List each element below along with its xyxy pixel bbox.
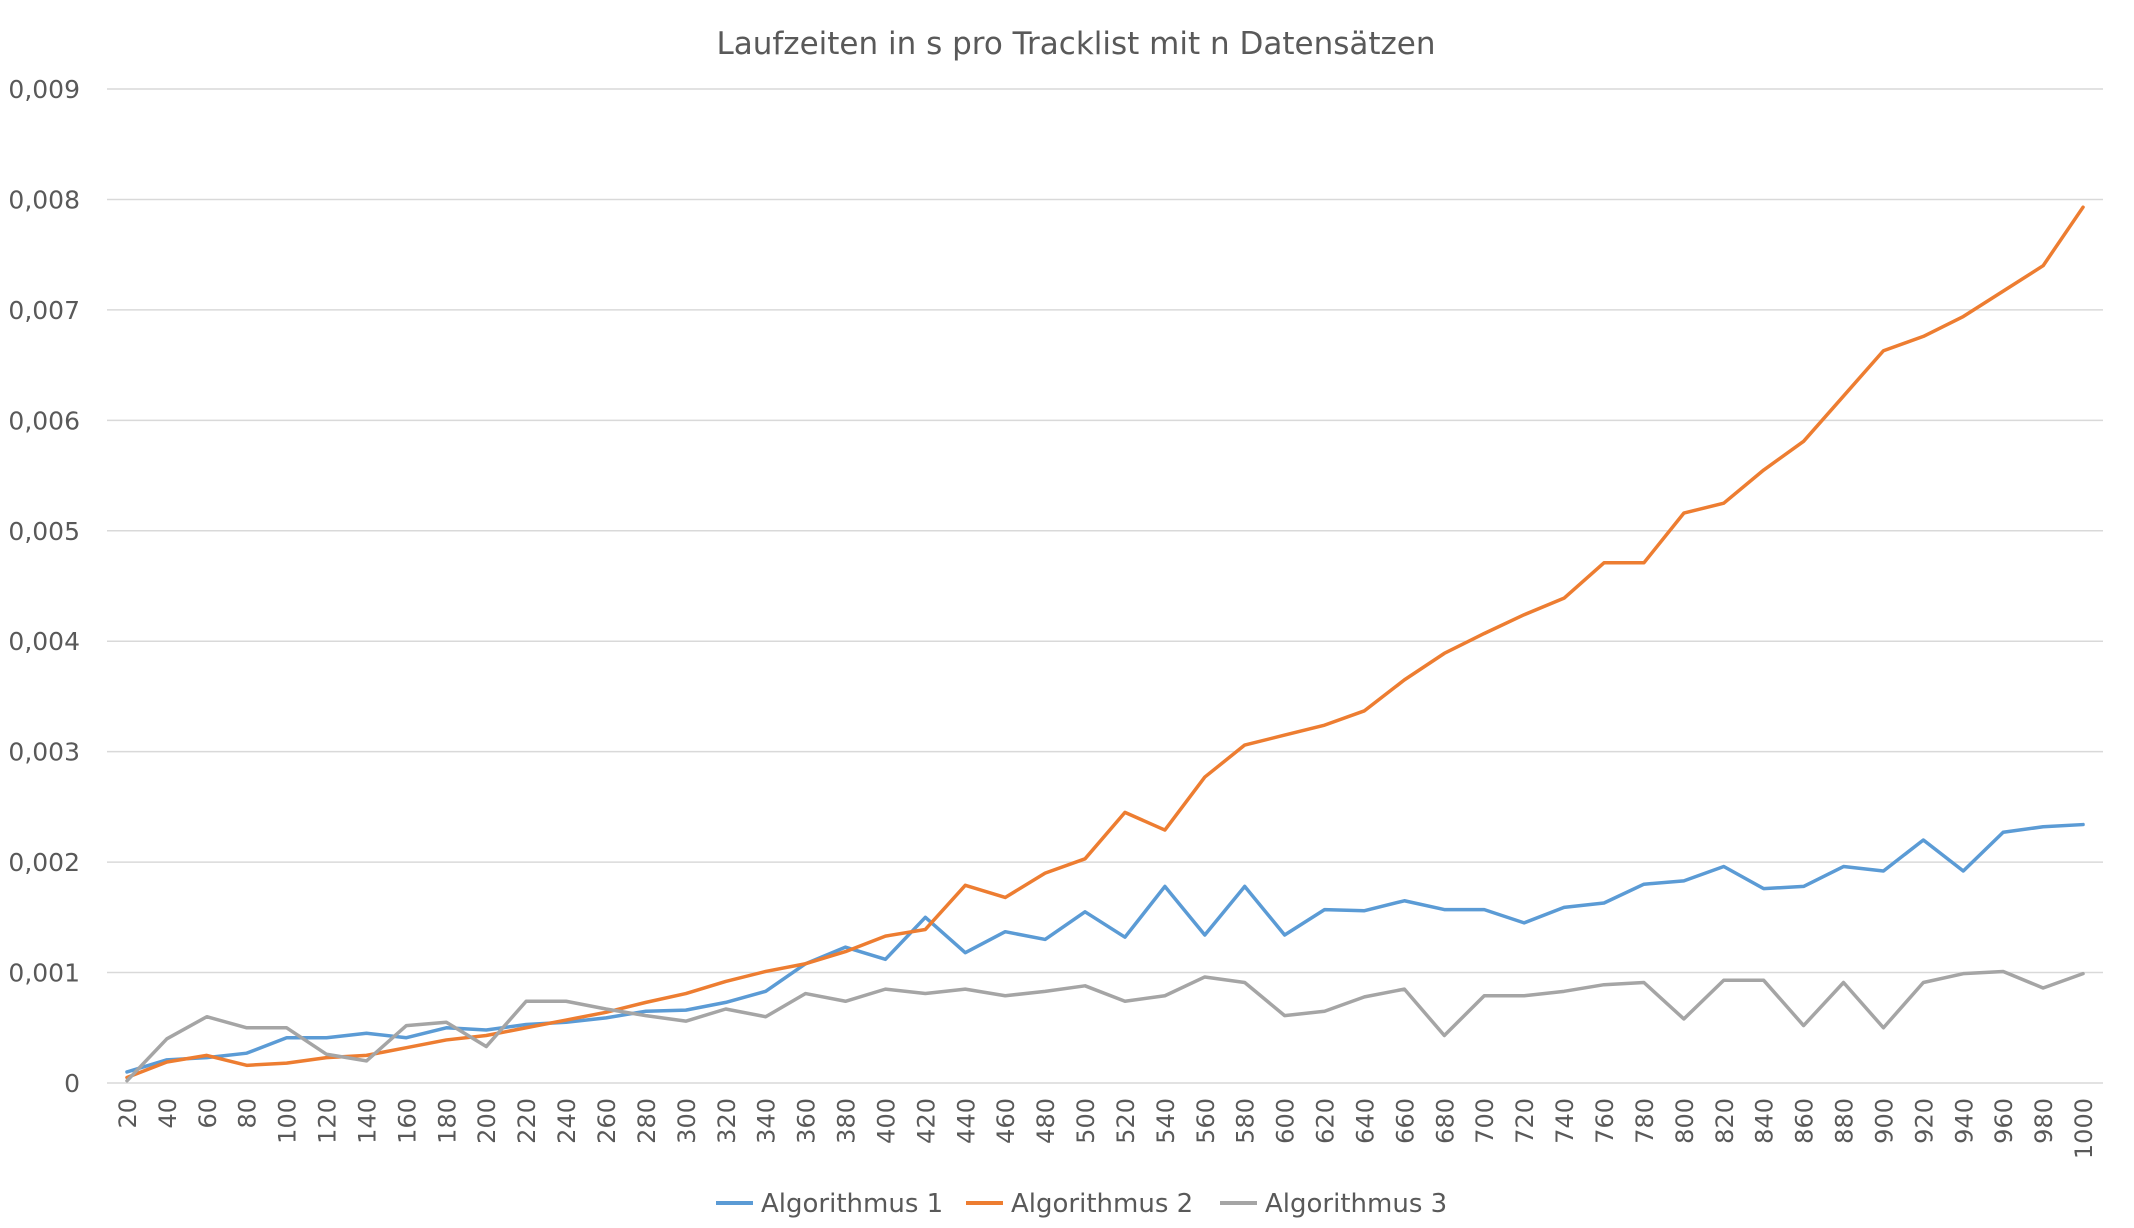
x-tick-label: 860 — [1791, 1098, 1819, 1144]
x-tick-label: 240 — [553, 1098, 581, 1144]
x-tick-label: 100 — [274, 1098, 302, 1144]
x-tick-label: 340 — [753, 1098, 781, 1144]
x-tick-label: 120 — [314, 1098, 342, 1144]
x-tick-label: 920 — [1910, 1098, 1938, 1144]
x-tick-label: 200 — [473, 1098, 501, 1144]
legend: Algorithmus 1 Algorithmus 2 Algorithmus 3 — [716, 1189, 1447, 1219]
x-tick-label: 700 — [1471, 1098, 1499, 1144]
x-tick-label: 140 — [353, 1098, 381, 1144]
y-tick-label: 0,007 — [8, 296, 80, 325]
x-tick-label: 440 — [952, 1098, 980, 1144]
y-tick-label: 0,005 — [8, 517, 80, 546]
y-axis-ticks: 0 0,001 0,002 0,003 0,004 0,005 0,006 0,007 0,00… — [8, 75, 80, 1098]
x-tick-label: 260 — [593, 1098, 621, 1144]
x-tick-label: 980 — [2030, 1098, 2058, 1144]
x-tick-label: 220 — [513, 1098, 541, 1144]
x-tick-label: 820 — [1711, 1098, 1739, 1144]
y-tick-label: 0,001 — [8, 959, 80, 988]
x-tick-label: 300 — [673, 1098, 701, 1144]
chart-title: Laufzeiten in s pro Tracklist mit n Date… — [716, 26, 1435, 62]
x-tick-label: 580 — [1232, 1098, 1260, 1144]
legend-label-1: Algorithmus 1 — [761, 1189, 943, 1219]
x-tick-label: 320 — [713, 1098, 741, 1144]
x-tick-label: 740 — [1551, 1098, 1579, 1144]
series-lines — [127, 207, 2083, 1081]
x-tick-label: 40 — [154, 1098, 182, 1129]
y-tick-label: 0,006 — [8, 406, 80, 435]
x-tick-label: 420 — [912, 1098, 940, 1144]
x-tick-label: 560 — [1192, 1098, 1220, 1144]
x-tick-label: 360 — [793, 1098, 821, 1144]
x-tick-label: 760 — [1591, 1098, 1619, 1144]
x-axis-ticks: 20 40 60 80 100 120 140 160 180 200 220 240 260 280 30… — [114, 1098, 2098, 1159]
series-line-2 — [127, 207, 2083, 1077]
x-tick-label: 900 — [1870, 1098, 1898, 1144]
x-tick-label: 840 — [1751, 1098, 1779, 1144]
x-tick-label: 160 — [393, 1098, 421, 1144]
x-tick-label: 780 — [1631, 1098, 1659, 1144]
x-tick-label: 280 — [633, 1098, 661, 1144]
legend-label-2: Algorithmus 2 — [1011, 1189, 1193, 1219]
x-tick-label: 60 — [194, 1098, 222, 1129]
y-tick-label: 0 — [64, 1069, 80, 1098]
x-tick-label: 800 — [1671, 1098, 1699, 1144]
x-tick-label: 680 — [1431, 1098, 1459, 1144]
x-tick-label: 880 — [1831, 1098, 1859, 1144]
y-tick-label: 0,003 — [8, 738, 80, 767]
x-tick-label: 660 — [1391, 1098, 1419, 1144]
legend-label-3: Algorithmus 3 — [1265, 1189, 1447, 1219]
y-tick-label: 0,008 — [8, 185, 80, 214]
y-tick-label: 0,004 — [8, 627, 80, 656]
x-tick-label: 620 — [1312, 1098, 1340, 1144]
x-tick-label: 380 — [833, 1098, 861, 1144]
gridlines — [107, 89, 2103, 1083]
series-line-3 — [127, 971, 2083, 1080]
x-tick-label: 540 — [1152, 1098, 1180, 1144]
x-tick-label: 640 — [1351, 1098, 1379, 1144]
x-tick-label: 1000 — [2070, 1098, 2098, 1159]
y-tick-label: 0,009 — [8, 75, 80, 104]
x-tick-label: 500 — [1072, 1098, 1100, 1144]
x-tick-label: 720 — [1511, 1098, 1539, 1144]
x-tick-label: 460 — [992, 1098, 1020, 1144]
y-tick-label: 0,002 — [8, 848, 80, 877]
x-tick-label: 520 — [1112, 1098, 1140, 1144]
x-tick-label: 940 — [1950, 1098, 1978, 1144]
x-tick-label: 400 — [872, 1098, 900, 1144]
x-tick-label: 80 — [234, 1098, 262, 1129]
x-tick-label: 180 — [433, 1098, 461, 1144]
x-tick-label: 600 — [1272, 1098, 1300, 1144]
x-tick-label: 480 — [1032, 1098, 1060, 1144]
x-tick-label: 960 — [1990, 1098, 2018, 1144]
x-tick-label: 20 — [114, 1098, 142, 1129]
